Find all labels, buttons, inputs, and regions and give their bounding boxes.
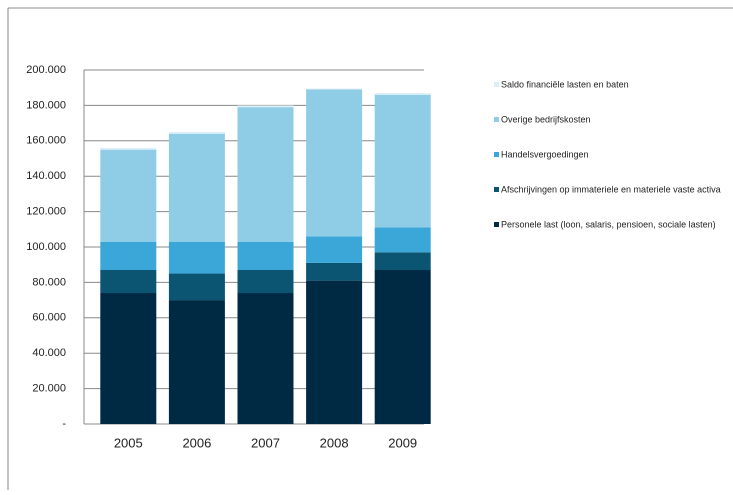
bar-segment [100,147,157,150]
bar-segment [100,149,157,242]
x-tick-label: 2006 [182,435,211,450]
x-tick-label: 2005 [114,435,143,450]
bar-segment [374,93,431,95]
legend-marker [494,82,499,87]
bar-segment [306,88,363,90]
bar-segment [100,293,157,424]
y-tick-label: 140.000 [26,170,66,182]
y-tick-label: 80.000 [32,276,66,288]
y-tick-label: 120.000 [26,206,66,218]
legend-marker [494,222,499,227]
legend-marker [494,152,499,157]
legend-label: Personele last (loon, salaris, pensioen,… [501,219,716,229]
bar-segment [100,241,157,271]
bar-segment [306,262,363,281]
bar-segment [374,227,431,253]
bar-segment [237,270,294,294]
y-tick-label: - [62,418,66,430]
bar-segment [237,293,294,424]
bar-segment [306,89,363,237]
bar-segment [237,107,294,242]
bar-segment [168,273,225,301]
bar-segment [374,270,431,424]
y-tick-label: 60.000 [32,312,66,324]
bar-segment [168,131,225,134]
bar-segment [168,300,225,424]
x-tick-label: 2009 [388,435,417,450]
y-tick-label: 160.000 [26,135,66,147]
y-tick-label: 20.000 [32,383,66,395]
y-tick-label: 180.000 [26,99,66,111]
bar-segment [237,105,294,108]
legend-label: Saldo financiële lasten en baten [501,79,629,89]
bar-segment [168,241,225,274]
legend-label: Handelsvergoedingen [501,149,589,159]
x-tick-label: 2008 [320,435,349,450]
y-tick-label: 200.000 [26,64,66,76]
x-tick-label: 2007 [251,435,280,450]
bar-segment [306,280,363,424]
bar-segment [306,236,363,263]
legend-marker [494,117,499,122]
bar-segment [374,94,431,228]
bar-segment [168,133,225,242]
y-tick-label: 100.000 [26,241,66,253]
legend-label: Afschrijvingen op immateriele en materie… [501,184,721,194]
legend-label: Overige bedrijfskosten [501,114,591,124]
bar-segment [237,241,294,271]
legend-marker [494,187,499,192]
bar-segment [374,252,431,271]
y-tick-label: 40.000 [32,347,66,359]
bar-segment [100,270,157,294]
